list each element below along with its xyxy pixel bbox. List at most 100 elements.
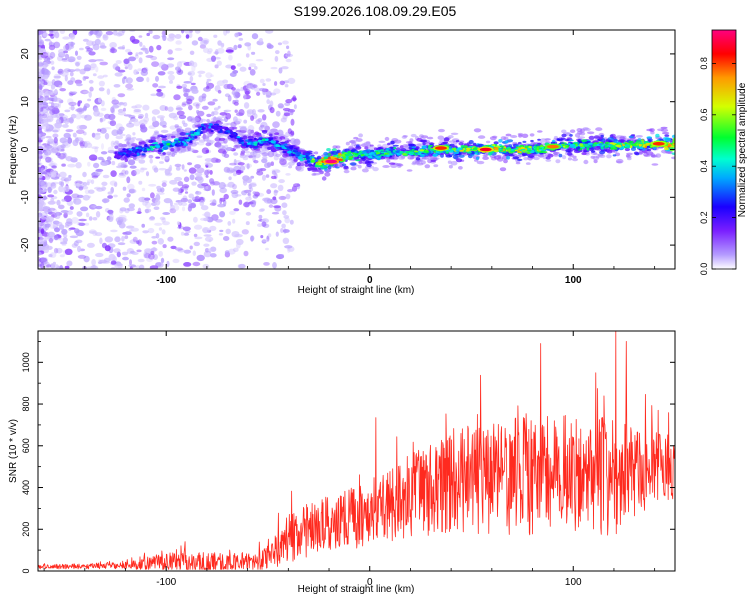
heatmap-noise-cell bbox=[164, 156, 169, 160]
heatmap-noise-cell bbox=[141, 223, 145, 228]
heatmap-cloud-cell bbox=[246, 163, 250, 170]
heatmap-ridge-cell bbox=[314, 151, 319, 155]
heatmap-ridge-cell bbox=[179, 132, 187, 136]
heatmap-ridge-cell bbox=[162, 152, 166, 155]
heatmap-ridge-cell bbox=[560, 137, 566, 140]
heatmap-ridge-cell bbox=[588, 142, 593, 145]
heatmap-ridge-cell bbox=[476, 160, 485, 165]
heatmap-noise-cell bbox=[77, 100, 83, 104]
heatmap-noise-cell bbox=[86, 40, 94, 46]
heatmap-ridge-cell bbox=[141, 153, 146, 156]
heatmap-noise-cell bbox=[54, 105, 59, 113]
heatmap-cloud-cell bbox=[188, 193, 194, 199]
spectrogram-y-tick-label: -10 bbox=[20, 190, 31, 205]
heatmap-noise-cell bbox=[206, 216, 214, 223]
heatmap-noise-cell bbox=[52, 95, 58, 102]
heatmap-ridge-cell bbox=[112, 142, 120, 146]
heatmap-noise-cell bbox=[216, 80, 225, 87]
heatmap-noise-cell bbox=[114, 263, 123, 269]
heatmap-noise-cell bbox=[118, 214, 127, 220]
heatmap-noise-cell bbox=[126, 88, 134, 91]
heatmap-ridge-cell bbox=[182, 140, 185, 144]
heatmap-noise-cell bbox=[93, 134, 101, 140]
heatmap-noise-cell bbox=[178, 114, 187, 120]
heatmap-noise-cell bbox=[160, 257, 165, 264]
heatmap-ridge-cell bbox=[657, 128, 665, 132]
heatmap-noise-cell bbox=[124, 231, 132, 236]
heatmap-noise-cell bbox=[132, 132, 136, 136]
heatmap-ridge-cell bbox=[468, 140, 474, 144]
heatmap-noise-cell bbox=[200, 39, 208, 47]
heatmap-ridge-cell bbox=[455, 140, 460, 143]
heatmap-cloud-cell bbox=[194, 191, 202, 195]
heatmap-noise-cell bbox=[261, 221, 267, 227]
heatmap-cells bbox=[38, 30, 675, 269]
heatmap-noise-cell bbox=[167, 57, 175, 61]
heatmap-noise-cell bbox=[44, 90, 53, 96]
heatmap-noise-cell bbox=[107, 146, 114, 152]
heatmap-ridge-cell bbox=[243, 135, 248, 140]
heatmap-noise-cell bbox=[191, 65, 196, 72]
heatmap-ridge-cell bbox=[268, 138, 272, 142]
heatmap-noise-cell bbox=[125, 48, 132, 53]
heatmap-noise-cell bbox=[245, 196, 252, 201]
heatmap-cloud-cell bbox=[283, 112, 291, 117]
heatmap-ridge-cell bbox=[321, 176, 327, 181]
heatmap-noise-cell bbox=[247, 44, 252, 51]
heatmap-cloud-cell bbox=[265, 90, 272, 98]
heatmap-noise-cell bbox=[95, 31, 102, 39]
heatmap-ridge-cell bbox=[507, 149, 511, 152]
heatmap-noise-cell bbox=[114, 72, 123, 77]
heatmap-ridge-cell bbox=[280, 141, 286, 144]
heatmap-ridge-cell bbox=[120, 163, 129, 169]
heatmap-noise-cell bbox=[134, 104, 143, 109]
heatmap-noise-cell bbox=[42, 76, 49, 80]
heatmap-ridge-cell bbox=[445, 155, 453, 158]
heatmap-noise-cell bbox=[104, 132, 110, 140]
heatmap-noise-cell bbox=[98, 87, 105, 92]
heatmap-ridge-cell bbox=[514, 148, 519, 150]
heatmap-noise-cell bbox=[130, 118, 139, 123]
heatmap-noise-cell bbox=[248, 66, 252, 71]
heatmap-noise-cell bbox=[150, 251, 155, 255]
heatmap-noise-cell bbox=[62, 124, 69, 128]
heatmap-noise-cell bbox=[191, 40, 199, 46]
heatmap-noise-cell bbox=[183, 249, 192, 254]
heatmap-noise-cell bbox=[73, 240, 79, 247]
heatmap-ridge-cell bbox=[135, 138, 143, 141]
heatmap-ridge-cell bbox=[422, 142, 426, 146]
heatmap-ridge-cell bbox=[241, 141, 245, 144]
heatmap-noise-cell bbox=[194, 30, 201, 34]
heatmap-cloud-cell bbox=[181, 184, 190, 189]
heatmap-ridge-cell bbox=[171, 152, 176, 157]
heatmap-ridge-cell bbox=[459, 149, 465, 152]
heatmap-ridge-cell bbox=[395, 150, 400, 153]
heatmap-ridge-cell bbox=[368, 152, 372, 156]
heatmap-cloud-cell bbox=[262, 114, 267, 121]
heatmap-noise-cell bbox=[138, 51, 143, 55]
heatmap-ridge-cell bbox=[118, 143, 124, 147]
heatmap-ridge-cell bbox=[274, 132, 280, 136]
heatmap-ridge-cell bbox=[472, 142, 477, 146]
heatmap-noise-cell bbox=[239, 66, 247, 72]
heatmap-noise-cell bbox=[161, 30, 166, 36]
heatmap-ridge-cell bbox=[114, 154, 120, 159]
heatmap-ridge-cell bbox=[225, 127, 229, 130]
heatmap-noise-cell bbox=[142, 201, 148, 206]
heatmap-ridge-cell bbox=[553, 151, 560, 155]
colorbar-tick-label: 0.0 bbox=[699, 263, 709, 276]
heatmap-noise-cell bbox=[233, 208, 240, 212]
heatmap-ridge-cell bbox=[332, 145, 338, 149]
heatmap-ridge-cell bbox=[310, 166, 315, 171]
heatmap-noise-cell bbox=[110, 260, 117, 265]
heatmap-ridge-cell bbox=[362, 151, 367, 154]
heatmap-noise-cell bbox=[38, 203, 43, 209]
heatmap-noise-cell bbox=[91, 132, 96, 138]
heatmap-noise-cell bbox=[280, 228, 284, 233]
heatmap-ridge-cell bbox=[361, 168, 369, 173]
heatmap-ridge-cell bbox=[247, 140, 253, 143]
heatmap-noise-cell bbox=[229, 210, 236, 215]
heatmap-ridge-cell bbox=[171, 135, 176, 139]
